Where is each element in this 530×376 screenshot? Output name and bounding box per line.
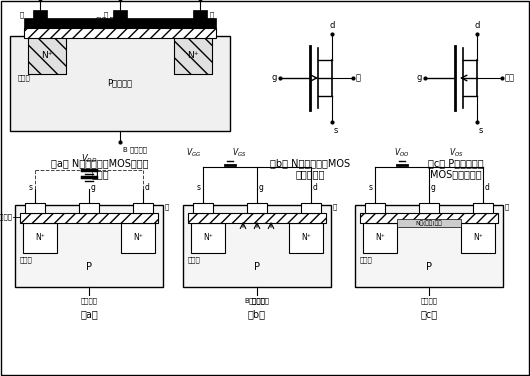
Text: d: d bbox=[329, 21, 334, 30]
Text: 铝: 铝 bbox=[333, 204, 337, 210]
Bar bbox=[28, 36, 66, 74]
Text: s: s bbox=[197, 182, 201, 191]
Text: $V_{GS}$: $V_{GS}$ bbox=[232, 147, 246, 159]
Bar bbox=[193, 10, 207, 20]
Bar bbox=[188, 213, 326, 223]
Text: （a）: （a） bbox=[80, 309, 98, 319]
Text: $V_{OS}$: $V_{OS}$ bbox=[449, 147, 463, 159]
Bar bbox=[24, 18, 216, 28]
Text: N⁺: N⁺ bbox=[473, 233, 483, 243]
Text: d: d bbox=[474, 21, 480, 30]
Text: 二氧化硅: 二氧化硅 bbox=[0, 214, 13, 220]
Text: 衬底引线: 衬底引线 bbox=[420, 297, 437, 303]
Text: 衬底引线: 衬底引线 bbox=[249, 297, 266, 303]
Text: N⁺: N⁺ bbox=[203, 233, 213, 243]
Text: N⁺: N⁺ bbox=[35, 233, 45, 243]
Text: 铝: 铝 bbox=[104, 12, 108, 18]
Text: $V_{GG}$: $V_{GG}$ bbox=[186, 147, 201, 159]
Text: 管代表符号: 管代表符号 bbox=[295, 169, 325, 179]
Bar bbox=[355, 205, 503, 287]
Bar bbox=[301, 203, 321, 213]
Text: d: d bbox=[313, 182, 318, 191]
Bar bbox=[360, 213, 498, 223]
Text: g: g bbox=[417, 73, 422, 82]
Bar bbox=[20, 213, 158, 223]
Text: B 衬底引线: B 衬底引线 bbox=[245, 297, 269, 303]
Text: （b） N沟道增强型MOS: （b） N沟道增强型MOS bbox=[270, 158, 350, 168]
Text: 铝: 铝 bbox=[165, 204, 169, 210]
Text: N⁺: N⁺ bbox=[41, 50, 53, 59]
Text: P: P bbox=[254, 262, 260, 272]
Text: $V_{OO}$: $V_{OO}$ bbox=[394, 147, 410, 159]
Bar bbox=[363, 223, 397, 253]
Text: B 衬底引线: B 衬底引线 bbox=[123, 146, 147, 153]
Bar bbox=[113, 10, 127, 20]
Bar bbox=[28, 36, 66, 74]
Text: g: g bbox=[91, 182, 96, 191]
Text: d: d bbox=[485, 182, 490, 191]
Bar bbox=[191, 223, 225, 253]
Text: s: s bbox=[369, 182, 373, 191]
Text: N⁺: N⁺ bbox=[301, 233, 311, 243]
Bar bbox=[15, 205, 163, 287]
Bar bbox=[133, 203, 153, 213]
Bar bbox=[183, 205, 331, 287]
Bar bbox=[419, 203, 439, 213]
Text: （c） P沟道增强型: （c） P沟道增强型 bbox=[428, 158, 484, 168]
Text: 耗尽层: 耗尽层 bbox=[188, 257, 201, 263]
Bar bbox=[397, 219, 461, 227]
Bar bbox=[247, 203, 267, 213]
Bar bbox=[473, 203, 493, 213]
Text: s: s bbox=[334, 126, 338, 135]
Text: P: P bbox=[426, 262, 432, 272]
Text: 示意图: 示意图 bbox=[91, 169, 109, 179]
Text: N⁺: N⁺ bbox=[375, 233, 385, 243]
Text: g: g bbox=[259, 182, 264, 191]
Bar bbox=[79, 203, 99, 213]
Text: 耗尽层: 耗尽层 bbox=[360, 257, 373, 263]
Bar bbox=[365, 203, 385, 213]
Bar bbox=[25, 203, 45, 213]
Bar bbox=[174, 36, 212, 74]
Bar bbox=[289, 223, 323, 253]
Bar bbox=[23, 223, 57, 253]
Bar bbox=[121, 223, 155, 253]
Text: 铝: 铝 bbox=[505, 204, 509, 210]
Bar bbox=[174, 36, 212, 74]
Text: s: s bbox=[479, 126, 483, 135]
Text: P型硅衬底: P型硅衬底 bbox=[108, 79, 132, 88]
Text: SiO₂绝缘层: SiO₂绝缘层 bbox=[95, 17, 122, 23]
Text: 衬: 衬 bbox=[356, 73, 361, 82]
Bar bbox=[33, 10, 47, 20]
Bar bbox=[10, 36, 230, 131]
Bar bbox=[24, 28, 216, 38]
Text: （b）: （b） bbox=[248, 309, 266, 319]
Text: N⁺: N⁺ bbox=[187, 50, 199, 59]
Text: 耗尽层: 耗尽层 bbox=[20, 257, 33, 263]
Bar bbox=[193, 203, 213, 213]
Text: N型(感生)沟道: N型(感生)沟道 bbox=[416, 220, 443, 226]
Text: P: P bbox=[86, 262, 92, 272]
Text: s: s bbox=[29, 182, 33, 191]
Text: 铝: 铝 bbox=[210, 12, 214, 18]
Text: 衬底引线: 衬底引线 bbox=[81, 297, 98, 303]
Text: g: g bbox=[431, 182, 436, 191]
Text: MOS管代表符号: MOS管代表符号 bbox=[430, 169, 482, 179]
Text: d: d bbox=[145, 182, 150, 191]
Text: 衬底: 衬底 bbox=[505, 73, 515, 82]
Text: 耗尽层: 耗尽层 bbox=[18, 75, 31, 81]
Text: $V_{DD}$: $V_{DD}$ bbox=[81, 153, 97, 165]
Text: （c）: （c） bbox=[420, 309, 438, 319]
Text: N⁺: N⁺ bbox=[133, 233, 143, 243]
Text: （a） N沟道增强型MOS管结构: （a） N沟道增强型MOS管结构 bbox=[51, 158, 149, 168]
Text: 铝: 铝 bbox=[20, 12, 24, 18]
Bar bbox=[461, 223, 495, 253]
Text: g: g bbox=[271, 73, 277, 82]
